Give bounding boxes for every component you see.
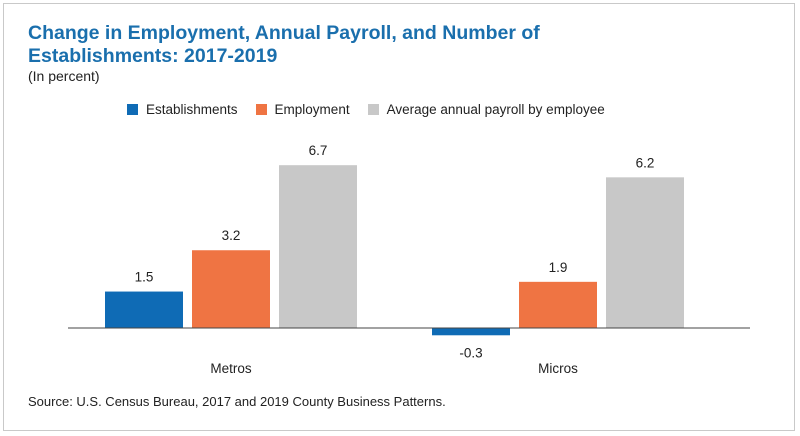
legend-label-employment: Employment bbox=[274, 102, 350, 117]
legend-swatch-employment bbox=[255, 104, 267, 115]
legend: Establishments Employment Average annual… bbox=[127, 102, 623, 117]
category-label-metros: Metros bbox=[210, 361, 252, 376]
data-label-metros-establishments: 1.5 bbox=[135, 270, 154, 285]
category-label-micros: Micros bbox=[538, 361, 578, 376]
legend-item-employment: Employment bbox=[255, 102, 350, 117]
legend-label-average-payroll: Average annual payroll by employee bbox=[386, 102, 605, 117]
source-note: Source: U.S. Census Bureau, 2017 and 201… bbox=[28, 394, 446, 409]
chart-title: Change in Employment, Annual Payroll, an… bbox=[28, 22, 540, 67]
chart-subtitle: (In percent) bbox=[28, 68, 100, 84]
legend-swatch-average-payroll bbox=[367, 104, 379, 115]
data-label-metros-average: 6.7 bbox=[309, 143, 328, 158]
bar-micros-average bbox=[606, 177, 684, 328]
data-label-micros-employment: 1.9 bbox=[549, 260, 568, 275]
bar-micros-establishments bbox=[432, 328, 510, 336]
bar-metros-employment bbox=[192, 250, 270, 328]
legend-item-average-payroll: Average annual payroll by employee bbox=[367, 102, 605, 117]
bar-metros-establishments bbox=[105, 291, 183, 328]
bar-micros-employment bbox=[519, 281, 597, 328]
legend-item-establishments: Establishments bbox=[127, 102, 238, 117]
data-label-metros-employment: 3.2 bbox=[222, 228, 241, 243]
chart-frame bbox=[3, 3, 795, 431]
data-label-micros-average: 6.2 bbox=[636, 155, 655, 170]
bar-metros-average bbox=[279, 165, 357, 328]
legend-label-establishments: Establishments bbox=[146, 102, 238, 117]
legend-swatch-establishments bbox=[127, 104, 138, 115]
data-label-micros-establishments: -0.3 bbox=[459, 345, 482, 360]
